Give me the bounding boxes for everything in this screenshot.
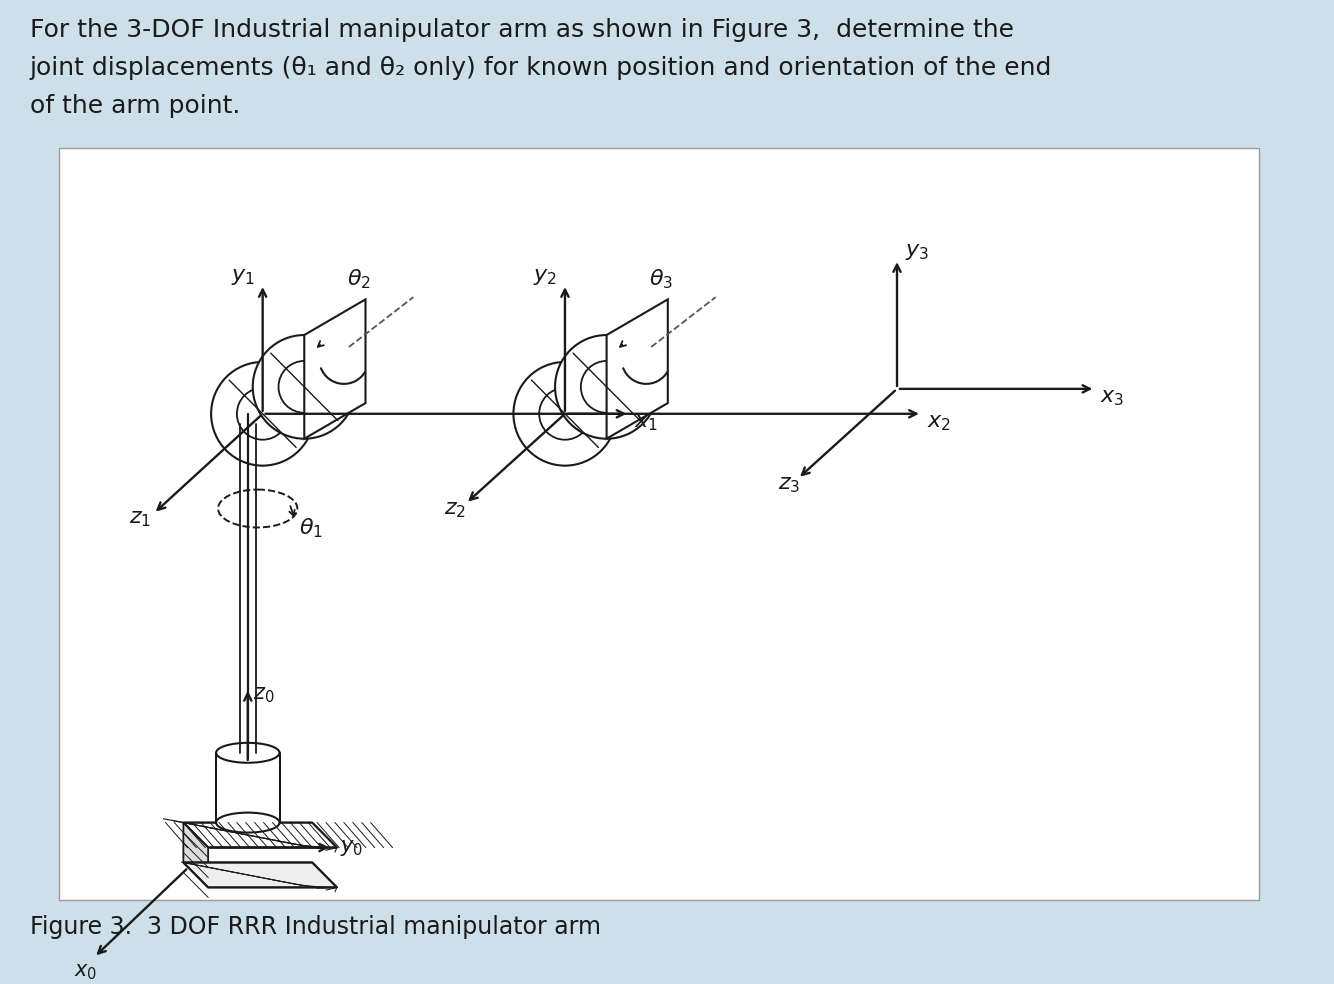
Ellipse shape bbox=[216, 813, 280, 832]
Text: $x_1$: $x_1$ bbox=[635, 410, 659, 433]
Polygon shape bbox=[183, 823, 208, 888]
Polygon shape bbox=[566, 335, 607, 465]
Ellipse shape bbox=[580, 361, 632, 413]
Ellipse shape bbox=[237, 388, 288, 440]
Ellipse shape bbox=[252, 335, 356, 439]
Text: $y_2$: $y_2$ bbox=[534, 266, 558, 287]
Text: of the arm point.: of the arm point. bbox=[29, 93, 240, 118]
Text: $\theta_1$: $\theta_1$ bbox=[299, 517, 323, 540]
Text: For the 3-DOF Industrial manipulator arm as shown in Figure 3,  determine the: For the 3-DOF Industrial manipulator arm… bbox=[29, 18, 1014, 42]
Ellipse shape bbox=[539, 388, 591, 440]
Text: $y_0$: $y_0$ bbox=[340, 837, 363, 857]
Text: $y_1$: $y_1$ bbox=[231, 266, 255, 287]
Text: $x_2$: $x_2$ bbox=[927, 410, 951, 433]
Polygon shape bbox=[263, 335, 304, 465]
Text: $z_2$: $z_2$ bbox=[444, 498, 466, 520]
Ellipse shape bbox=[216, 743, 280, 763]
Text: Figure 3.  3 DOF RRR Industrial manipulator arm: Figure 3. 3 DOF RRR Industrial manipulat… bbox=[29, 915, 600, 940]
Text: $z_3$: $z_3$ bbox=[778, 472, 800, 495]
Ellipse shape bbox=[555, 335, 658, 439]
Text: $\theta_3$: $\theta_3$ bbox=[650, 268, 674, 291]
Text: $x_3$: $x_3$ bbox=[1101, 386, 1125, 407]
Text: $y_3$: $y_3$ bbox=[904, 240, 930, 263]
Ellipse shape bbox=[279, 361, 329, 413]
Polygon shape bbox=[183, 863, 338, 888]
Ellipse shape bbox=[211, 362, 315, 465]
Text: $\theta_2$: $\theta_2$ bbox=[347, 268, 371, 291]
Text: $x_0$: $x_0$ bbox=[75, 962, 97, 982]
Text: $z_1$: $z_1$ bbox=[129, 508, 151, 529]
Polygon shape bbox=[304, 299, 366, 439]
Bar bbox=[60, 148, 1259, 900]
Polygon shape bbox=[183, 823, 338, 847]
Text: joint displacements (θ₁ and θ₂ only) for known position and orientation of the e: joint displacements (θ₁ and θ₂ only) for… bbox=[29, 56, 1053, 80]
Polygon shape bbox=[607, 299, 668, 439]
Text: $z_0$: $z_0$ bbox=[252, 685, 275, 705]
Ellipse shape bbox=[514, 362, 616, 465]
